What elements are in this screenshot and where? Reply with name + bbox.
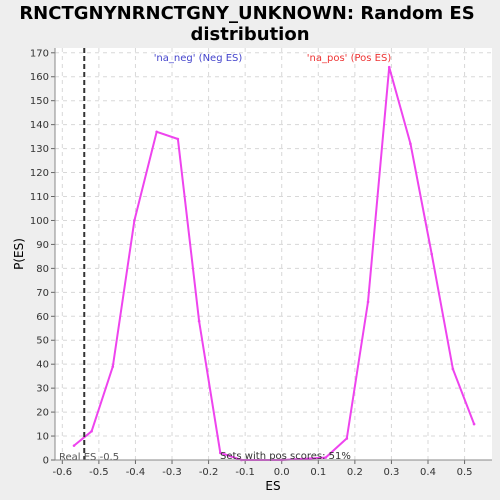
y-tick-label: 50 bbox=[36, 336, 49, 347]
x-tick-label: 0.1 bbox=[310, 467, 326, 478]
y-tick-label: 100 bbox=[30, 216, 49, 227]
data-point bbox=[90, 429, 93, 433]
x-axis: -0.6 -0.5 -0.4 -0.3 -0.2 -0.1 0.0 0.1 0.2 0.3 0.4 0… bbox=[53, 460, 473, 478]
data-point bbox=[409, 142, 412, 146]
y-tick-label: 110 bbox=[30, 192, 49, 203]
data-point bbox=[345, 437, 349, 440]
chart-title-line1: RNCTGNYNRNCTGNY_UNKNOWN: Random ES bbox=[19, 3, 474, 24]
x-tick-label: -0.1 bbox=[235, 467, 255, 478]
data-point bbox=[387, 65, 391, 69]
chart-title-line2: distribution bbox=[190, 24, 309, 45]
y-tick-label: 80 bbox=[36, 264, 49, 275]
data-point bbox=[155, 130, 158, 134]
annotation-layer: 'na_neg' (Neg ES) 'na_pos' (Pos ES) Real E… bbox=[59, 48, 391, 463]
y-tick-label: 150 bbox=[30, 96, 49, 107]
x-tick-label: 0.4 bbox=[420, 467, 436, 478]
y-axis-label: P(ES) bbox=[12, 238, 26, 270]
y-tick-label: 120 bbox=[30, 168, 49, 179]
real-es-label: Real ES -0.5 bbox=[59, 452, 119, 463]
x-tick-label: -0.6 bbox=[53, 467, 73, 478]
x-axis-label: ES bbox=[265, 479, 280, 493]
y-tick-label: 0 bbox=[43, 456, 49, 467]
x-tick-label: -0.4 bbox=[126, 467, 146, 478]
y-axis: 0 10 20 30 40 50 60 70 80 90 100 110 120 130 140 150 160… bbox=[30, 48, 55, 467]
pos-es-label: 'na_pos' (Pos ES) bbox=[307, 53, 392, 64]
data-point bbox=[430, 252, 433, 256]
data-point bbox=[218, 451, 222, 455]
data-point bbox=[324, 456, 327, 459]
data-point bbox=[111, 365, 115, 368]
neg-es-label: 'na_neg' (Neg ES) bbox=[154, 53, 243, 64]
x-tick-label: -0.5 bbox=[89, 467, 109, 478]
y-tick-label: 10 bbox=[36, 432, 49, 443]
data-point bbox=[451, 367, 455, 371]
x-tick-label: -0.2 bbox=[199, 467, 219, 478]
data-point bbox=[176, 137, 180, 141]
data-point bbox=[366, 300, 370, 304]
y-tick-label: 170 bbox=[30, 48, 49, 59]
y-tick-label: 30 bbox=[36, 384, 49, 395]
data-point bbox=[72, 444, 76, 447]
x-tick-label: 0.2 bbox=[347, 467, 363, 478]
y-tick-label: 20 bbox=[36, 408, 49, 419]
y-tick-label: 40 bbox=[36, 360, 49, 371]
y-tick-label: 160 bbox=[30, 72, 49, 83]
y-tick-label: 130 bbox=[30, 144, 49, 155]
y-tick-label: 140 bbox=[30, 120, 49, 131]
plot-area bbox=[55, 48, 492, 460]
data-point bbox=[133, 219, 136, 222]
x-tick-label: -0.3 bbox=[162, 467, 182, 478]
x-tick-label: 0.5 bbox=[457, 467, 473, 478]
data-point bbox=[197, 319, 201, 323]
y-tick-label: 90 bbox=[36, 240, 49, 251]
x-tick-label: 0.0 bbox=[274, 467, 290, 478]
sets-pos-scores-label: Sets with pos scores: 51% bbox=[220, 451, 351, 462]
data-point bbox=[472, 422, 476, 426]
y-tick-label: 70 bbox=[36, 288, 49, 299]
y-tick-label: 60 bbox=[36, 312, 49, 323]
x-tick-label: 0.3 bbox=[383, 467, 399, 478]
